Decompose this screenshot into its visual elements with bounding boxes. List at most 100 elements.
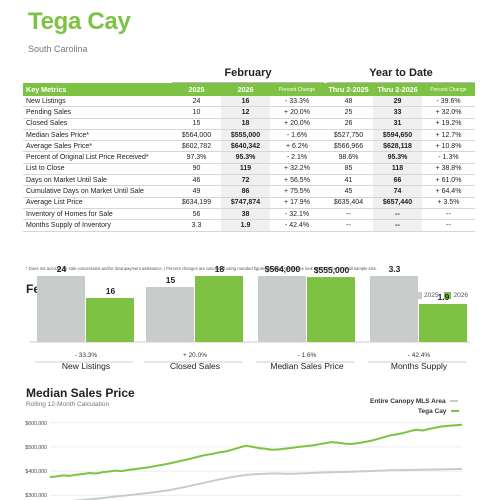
column-header: 2026 [237, 85, 254, 94]
bar-median-sales-price-2025 [258, 276, 306, 342]
table-cell: 98.6% [338, 154, 359, 162]
table-row: Average List Price $634,199 $747,874 + 17.9… [23, 197, 475, 209]
table-cell: 24 [192, 97, 201, 105]
column-header: Percent Change [278, 86, 316, 93]
legend-label: 2026 [453, 292, 468, 300]
table-cell: 97.3% [186, 154, 207, 162]
bar-value-label: 16 [106, 286, 116, 296]
legend-line [451, 410, 460, 413]
table-cell: - 2.1% [286, 154, 308, 162]
line-section-title: Median Sales Price [26, 386, 135, 400]
group-header-year-to-date: Year to Date [327, 64, 475, 83]
table-cell: 49 [192, 188, 201, 196]
table-cell: 72 [221, 175, 270, 186]
table-cell: $628,118 [373, 141, 422, 152]
table-cell: 15 [192, 120, 201, 128]
table-row: Days on Market Until Sale 46 72 + 56.5% 41 66… [23, 175, 475, 187]
bar-group-change: - 1.6% [298, 352, 317, 359]
column-header: Percent Change [430, 86, 467, 93]
table-body: New Listings 24 16 - 33.3% 48 29 - 39.6% Pendin… [23, 96, 475, 232]
table-cell: + 20.0% [284, 108, 310, 116]
y-tick-label: $600,000 [25, 421, 47, 427]
bar-months-supply-2025 [370, 276, 418, 342]
table-cell: $602,782 [181, 142, 212, 150]
column-header: 2025 [188, 85, 205, 94]
table-row: New Listings 24 16 - 33.3% 48 29 - 39.6% [23, 96, 475, 108]
table-cell: + 32.0% [435, 108, 462, 116]
table-cell: 90 [192, 165, 201, 173]
table-cell: 41 [344, 176, 353, 184]
series-line-tega-cay [49, 423, 463, 479]
table-cell: 86 [221, 186, 270, 197]
legend-item-canopy: Entire Canopy MLS Area [370, 398, 459, 405]
metric-label: Months Supply of Inventory [26, 221, 111, 229]
table-cell: 48 [344, 97, 353, 105]
metric-label: Average Sales Price* [26, 142, 93, 150]
metric-label: Inventory of Homes for Sale [26, 210, 113, 218]
page-title: Tega Cay [28, 8, 131, 35]
table-row: Pending Sales 10 12 + 20.0% 25 33 + 32.0% [23, 107, 475, 119]
bar-group-change: + 20.0% [183, 352, 207, 359]
line-section-subtitle: Rolling 12-Month Calculation [26, 401, 110, 408]
table-cell: -- [346, 210, 351, 218]
metric-label: Average List Price [26, 199, 83, 207]
table-cell: -- [373, 220, 422, 231]
bar-closed-sales-2025 [146, 287, 194, 342]
table-cell: 16 [221, 96, 270, 107]
legend-item-2025: 2025 [415, 292, 438, 299]
table-cell: - 39.6% [436, 97, 461, 105]
page-subtitle: South Carolina [28, 44, 88, 54]
table-cell: 25 [344, 108, 353, 116]
legend-item-tega-cay: Tega Cay [418, 408, 460, 415]
table-cell: $594,650 [373, 129, 422, 141]
table-cell: 38 [221, 208, 270, 220]
table-cell: 26 [344, 120, 353, 128]
table-cell: + 3.5% [437, 199, 460, 207]
table-cell: $566,966 [333, 142, 364, 150]
table-cell: + 6.2% [286, 142, 308, 150]
bar-value-label: 15 [166, 275, 176, 285]
table-cell: $657,440 [373, 197, 422, 208]
metric-label: Closed Sales [26, 120, 68, 128]
y-tick-label: $300,000 [25, 493, 47, 499]
table-cell: 12 [221, 107, 270, 118]
legend-label: Entire Canopy MLS Area [370, 398, 446, 405]
table-header-row: Key Metrics 2025 2026 Percent Change Thr… [23, 83, 475, 96]
table-cell: + 12.7% [435, 131, 462, 139]
key-metrics-table: February Year to Date Key Metrics 2025 2… [23, 64, 475, 232]
table-cell: 85 [344, 165, 353, 173]
table-cell: + 64.4% [435, 188, 462, 196]
legend-label: 2025 [424, 292, 439, 300]
table-cell: + 32.2% [284, 165, 310, 173]
table-cell: $564,000 [181, 131, 212, 139]
table-cell: - 1.3% [438, 154, 459, 162]
metric-label: List to Close [26, 165, 65, 173]
metric-label: New Listings [26, 97, 66, 105]
table-row: Closed Sales 15 18 + 20.0% 26 31 + 19.2% [23, 118, 475, 130]
table-cell: 118 [373, 163, 422, 175]
table-cell: 18 [221, 118, 270, 129]
table-cell: + 38.8% [435, 165, 462, 173]
bar-group-label: Median Sales Price [270, 361, 344, 371]
table-cell: 95.3% [373, 152, 422, 163]
column-header: Thru 2-2025 [328, 85, 369, 94]
table-cell: $634,199 [181, 199, 212, 207]
table-cell: $640,342 [221, 141, 270, 152]
table-cell: 66 [373, 175, 422, 186]
table-cell: + 17.9% [284, 199, 310, 207]
bar-value-label: 3.3 [389, 264, 401, 274]
table-cell: 10 [192, 108, 201, 116]
table-cell: 46 [192, 176, 201, 184]
group-header-february: February [172, 64, 324, 83]
table-cell: 74 [373, 186, 422, 197]
table-cell: + 61.0% [435, 176, 462, 184]
bar-section-title: February [26, 282, 78, 296]
metric-label: Pending Sales [26, 108, 72, 116]
legend-swatch [444, 292, 452, 299]
metric-label: Percent of Original List Price Received* [26, 154, 149, 162]
table-cell: - 1.6% [286, 131, 308, 139]
table-cell: $635,404 [333, 199, 364, 207]
table-cell: $527,750 [333, 131, 364, 139]
table-cell: 56 [192, 210, 201, 218]
bar-group-label: Months Supply [391, 361, 448, 371]
